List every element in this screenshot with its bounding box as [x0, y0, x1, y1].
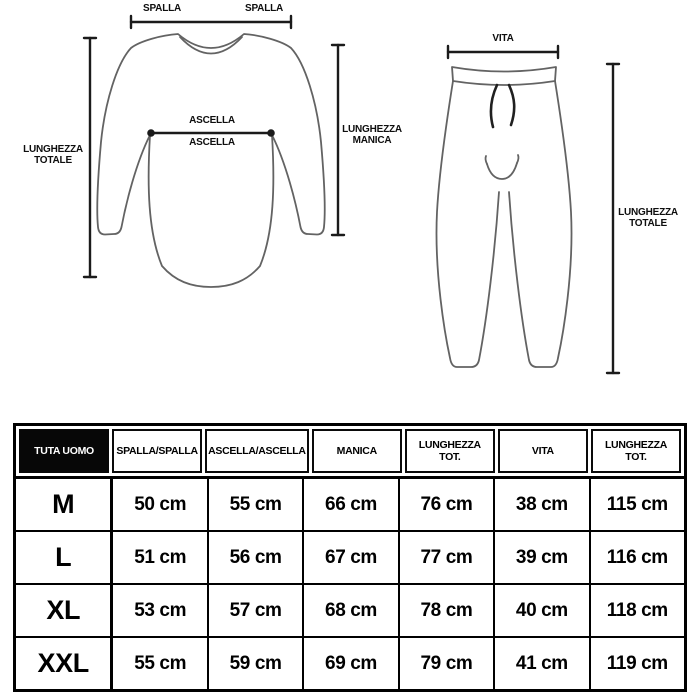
label-lunghezza-totale-sweatshirt: LUNGHEZZA TOTALE [15, 144, 91, 166]
value-cell: 57 cm [206, 585, 302, 636]
size-cell: L [16, 532, 112, 583]
pants-crotch [486, 162, 518, 180]
value-cell: 55 cm [206, 479, 302, 530]
garment-diagram [82, 14, 621, 375]
label-spalla-left: SPALLA [142, 3, 182, 14]
value-cell: 40 cm [493, 585, 588, 636]
table-header-ascella: ASCELLA/ASCELLA [205, 429, 309, 473]
value-cell: 115 cm [588, 479, 684, 530]
label-line: LUNGHEZZA [342, 124, 402, 135]
pants-waistband [451, 66, 557, 86]
value-cell: 51 cm [111, 532, 206, 583]
size-cell: XXL [16, 638, 112, 689]
sweatshirt-collar-inner [179, 36, 243, 55]
table-header-spalla: SPALLA/SPALLA [112, 429, 203, 473]
size-cell: XL [16, 585, 112, 636]
value-cell: 66 cm [302, 479, 397, 530]
table-row-xxl: XXL 55 cm 59 cm 69 cm 79 cm 41 cm 119 cm [16, 636, 684, 689]
value-cell: 78 cm [397, 585, 493, 636]
table-header-lunghezza-tot-pants: LUNGHEZZA TOT. [590, 429, 681, 473]
value-cell: 119 cm [588, 638, 684, 689]
value-cell: 76 cm [397, 479, 493, 530]
value-cell: 116 cm [588, 532, 684, 583]
value-cell: 50 cm [111, 479, 206, 530]
label-line: TOTALE [34, 155, 72, 166]
value-cell: 38 cm [493, 479, 588, 530]
value-cell: 69 cm [302, 638, 397, 689]
measure-endpoint [267, 129, 275, 137]
value-cell: 68 cm [302, 585, 397, 636]
label-vita: VITA [492, 33, 514, 44]
table-header-lunghezza-tot-top: LUNGHEZZA TOT. [404, 429, 495, 473]
table-header-vita: VITA [497, 429, 588, 473]
value-cell: 77 cm [397, 532, 493, 583]
pants-left-leg [435, 80, 500, 368]
label-line: MANICA [352, 135, 392, 146]
value-cell: 67 cm [302, 532, 397, 583]
label-spalla-right: SPALLA [244, 3, 284, 14]
table-row-m: M 50 cm 55 cm 66 cm 76 cm 38 cm 115 cm [16, 476, 684, 530]
table-header-manica: MANICA [311, 429, 402, 473]
value-cell: 79 cm [397, 638, 493, 689]
drawstring-right [507, 83, 516, 127]
label-line: TOTALE [629, 218, 667, 229]
label-line: LUNGHEZZA [23, 144, 83, 155]
label-lunghezza-manica: LUNGHEZZA MANICA [334, 124, 410, 146]
value-cell: 59 cm [206, 638, 302, 689]
pants-crotch-tip-right [516, 154, 520, 164]
value-cell: 39 cm [493, 532, 588, 583]
table-row-xl: XL 53 cm 57 cm 68 cm 78 cm 40 cm 118 cm [16, 583, 684, 636]
pants-crotch-tip-left [484, 155, 488, 165]
label-ascella-top: ASCELLA [189, 115, 235, 126]
table-header-tuta-uomo: TUTA UOMO [19, 429, 110, 473]
sweatshirt-outline [96, 33, 326, 288]
measure-endpoint [147, 129, 155, 137]
value-cell: 55 cm [111, 638, 206, 689]
pants-right-leg [508, 80, 573, 368]
value-cell: 53 cm [111, 585, 206, 636]
drawstring-left [489, 83, 499, 129]
size-cell: M [16, 479, 112, 530]
table-header-row: TUTA UOMO SPALLA/SPALLA ASCELLA/ASCELLA … [16, 426, 684, 476]
label-line: LUNGHEZZA [618, 207, 678, 218]
size-table: TUTA UOMO SPALLA/SPALLA ASCELLA/ASCELLA … [13, 423, 687, 692]
label-ascella-bottom: ASCELLA [189, 137, 235, 148]
table-row-l: L 51 cm 56 cm 67 cm 77 cm 39 cm 116 cm [16, 530, 684, 583]
value-cell: 118 cm [588, 585, 684, 636]
label-lunghezza-totale-pants: LUNGHEZZA TOTALE [610, 207, 686, 229]
value-cell: 41 cm [493, 638, 588, 689]
value-cell: 56 cm [206, 532, 302, 583]
